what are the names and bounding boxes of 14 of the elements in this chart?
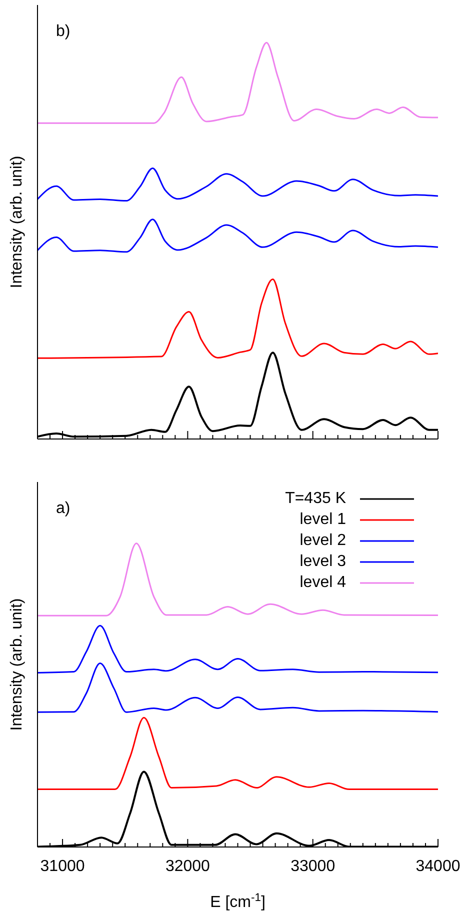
x-tick-label: 33000 <box>290 858 336 875</box>
text: a) <box>56 500 70 518</box>
x-tick-label: 32000 <box>165 858 210 875</box>
legend-label: level 4 <box>300 574 346 592</box>
legend-label: level 3 <box>300 552 346 570</box>
legend-label: T=435 K <box>285 490 346 508</box>
x-tick-label: 34000 <box>416 858 460 875</box>
legend-label: level 1 <box>300 510 346 528</box>
y-axis-title: Intensity (arb. unit) <box>8 156 26 288</box>
x-axis-title: E [cm$^{-1}$] <box>210 892 266 911</box>
y-axis-title: Intensity (arb. unit) <box>8 598 26 731</box>
legend-label: level 2 <box>300 532 346 550</box>
x-tick-label: 31000 <box>40 858 85 875</box>
text: b) <box>56 23 70 41</box>
